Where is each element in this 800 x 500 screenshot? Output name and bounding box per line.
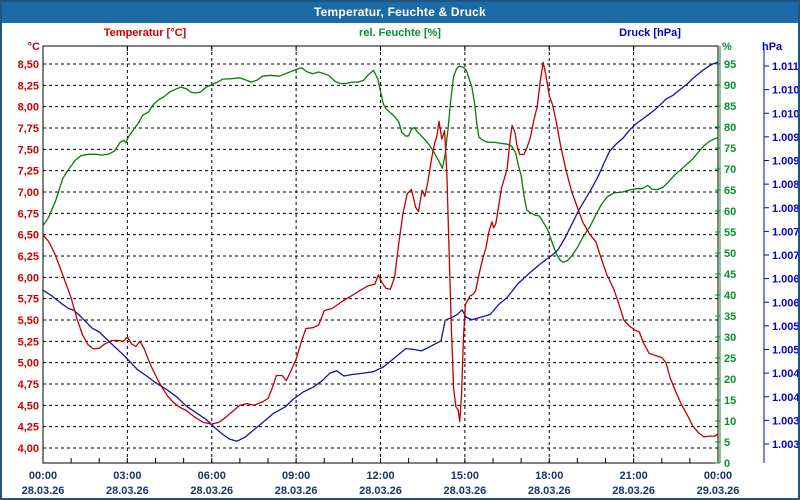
- svg-text:7,50: 7,50: [18, 144, 39, 156]
- svg-text:4,50: 4,50: [18, 400, 39, 412]
- svg-text:1.005: 1.005: [772, 345, 800, 357]
- svg-text:1.008: 1.008: [772, 203, 800, 215]
- pressure-axis: 1.011 1.010 1.010 1.009 1.009 1.008 1.008 1.007…: [763, 48, 800, 463]
- svg-text:5,00: 5,00: [18, 358, 39, 370]
- svg-text:30: 30: [724, 332, 736, 344]
- svg-text:1.006: 1.006: [772, 274, 800, 286]
- svg-text:1.003: 1.003: [772, 439, 800, 451]
- svg-text:60: 60: [724, 206, 736, 218]
- svg-text:1.003: 1.003: [772, 415, 800, 427]
- svg-text:1.005: 1.005: [772, 321, 800, 333]
- svg-text:75: 75: [724, 143, 736, 155]
- svg-text:8,50: 8,50: [18, 59, 39, 71]
- svg-text:70: 70: [724, 164, 736, 176]
- svg-text:5,75: 5,75: [18, 294, 39, 306]
- legend-pressure: Druck [hPa]: [619, 27, 681, 39]
- pressure-axis-unit: hPa: [762, 41, 783, 53]
- svg-text:6,25: 6,25: [18, 251, 39, 263]
- svg-text:40: 40: [724, 290, 736, 302]
- plot-border-and-ticks: [42, 45, 719, 464]
- svg-text:1.009: 1.009: [772, 132, 800, 144]
- svg-text:7,75: 7,75: [18, 123, 39, 135]
- svg-text:12:00: 12:00: [366, 470, 394, 482]
- svg-text:28.03.26: 28.03.26: [528, 485, 571, 497]
- svg-text:4,75: 4,75: [18, 379, 39, 391]
- temp-axis-unit: °C: [27, 41, 40, 53]
- svg-text:55: 55: [724, 227, 736, 239]
- svg-text:00:00: 00:00: [29, 470, 57, 482]
- svg-text:18:00: 18:00: [535, 470, 563, 482]
- svg-text:90: 90: [724, 80, 736, 92]
- svg-text:09:00: 09:00: [282, 470, 310, 482]
- svg-text:6,50: 6,50: [18, 230, 39, 242]
- svg-text:28.03.26: 28.03.26: [275, 485, 318, 497]
- svg-text:1.004: 1.004: [772, 392, 800, 404]
- svg-text:21:00: 21:00: [620, 470, 648, 482]
- svg-text:5: 5: [724, 437, 730, 449]
- svg-text:8,25: 8,25: [18, 80, 39, 92]
- svg-text:1.009: 1.009: [772, 156, 800, 168]
- svg-text:5,25: 5,25: [18, 336, 39, 348]
- svg-text:15:00: 15:00: [451, 470, 479, 482]
- svg-text:25: 25: [724, 353, 736, 365]
- x-axis-labels: 00:00 28.03.26 03:00 28.03.26 06:00 28.03.26 0…: [22, 470, 740, 497]
- humidity-axis-unit: %: [722, 41, 732, 53]
- svg-text:15: 15: [724, 395, 736, 407]
- svg-text:95: 95: [724, 59, 736, 71]
- svg-text:20: 20: [724, 374, 736, 386]
- svg-text:7,25: 7,25: [18, 166, 39, 178]
- svg-text:6,75: 6,75: [18, 208, 39, 220]
- svg-text:85: 85: [724, 101, 736, 113]
- svg-text:00:00: 00:00: [704, 470, 732, 482]
- svg-text:1.008: 1.008: [772, 179, 800, 191]
- svg-text:80: 80: [724, 122, 736, 134]
- legend-humidity: rel. Feuchte [%]: [359, 27, 441, 39]
- svg-text:45: 45: [724, 269, 736, 281]
- svg-text:28.03.26: 28.03.26: [22, 485, 65, 497]
- svg-text:28.03.26: 28.03.26: [190, 485, 233, 497]
- series-temperature: [42, 61, 719, 438]
- svg-text:0: 0: [724, 458, 730, 470]
- vertical-gridlines: [126, 46, 635, 463]
- svg-text:1.010: 1.010: [772, 85, 800, 97]
- svg-text:50: 50: [724, 248, 736, 260]
- svg-text:1.010: 1.010: [772, 108, 800, 120]
- svg-text:03:00: 03:00: [113, 470, 141, 482]
- svg-text:1.007: 1.007: [772, 250, 800, 262]
- svg-text:28.03.26: 28.03.26: [359, 485, 402, 497]
- svg-text:1.004: 1.004: [772, 368, 800, 380]
- svg-text:1.006: 1.006: [772, 297, 800, 309]
- svg-text:35: 35: [724, 311, 736, 323]
- series-humidity: [42, 65, 719, 263]
- legend-temperature: Temperatur [°C]: [103, 27, 187, 39]
- svg-text:1.011: 1.011: [772, 61, 799, 73]
- svg-text:06:00: 06:00: [198, 470, 226, 482]
- svg-text:28.03.26: 28.03.26: [443, 485, 486, 497]
- svg-text:10: 10: [724, 416, 736, 428]
- svg-text:1.007: 1.007: [772, 226, 800, 238]
- svg-text:29.03.26: 29.03.26: [697, 485, 740, 497]
- svg-text:4,00: 4,00: [18, 443, 39, 455]
- svg-text:7,00: 7,00: [18, 187, 39, 199]
- temp-axis-labels: 8,50 8,25 8,00 7,75 7,50 7,25 7,00 6,75 6,50 6,25…: [18, 59, 39, 455]
- svg-text:8,00: 8,00: [18, 102, 39, 114]
- svg-text:28.03.26: 28.03.26: [612, 485, 655, 497]
- svg-text:5,50: 5,50: [18, 315, 39, 327]
- svg-text:4,25: 4,25: [18, 422, 39, 434]
- svg-text:28.03.26: 28.03.26: [106, 485, 149, 497]
- svg-text:65: 65: [724, 185, 736, 197]
- svg-text:6,00: 6,00: [18, 272, 39, 284]
- window-title: Temperatur, Feuchte & Druck: [2, 2, 798, 23]
